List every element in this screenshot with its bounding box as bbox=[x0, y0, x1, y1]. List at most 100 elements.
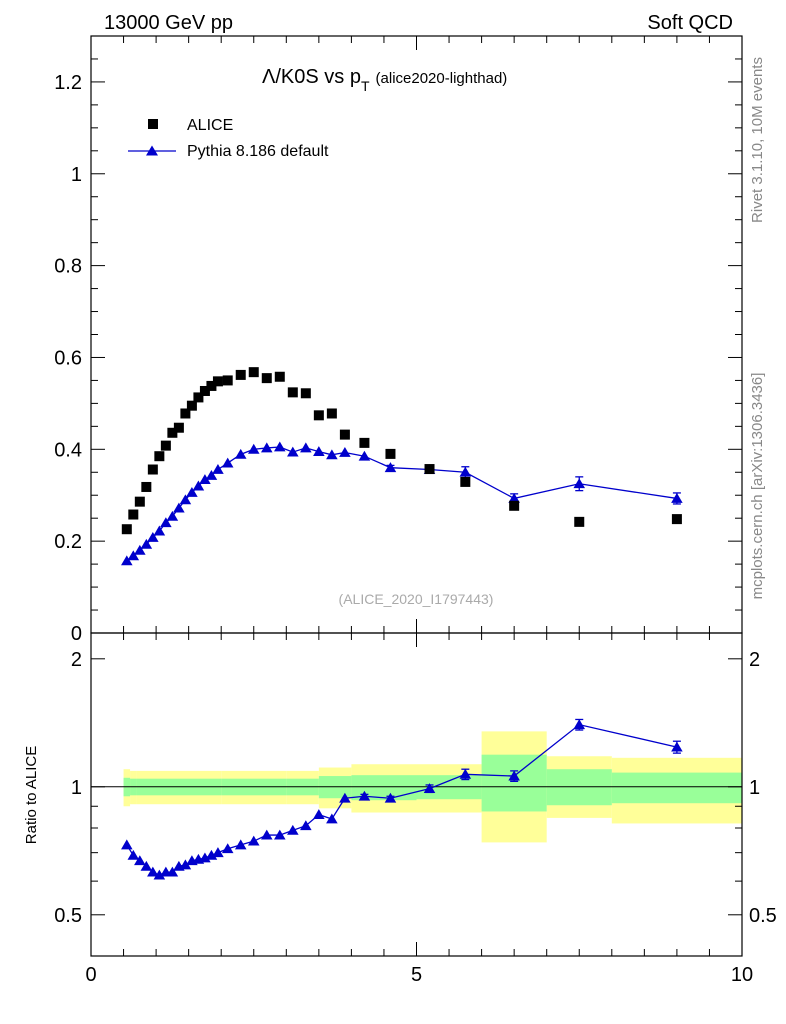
chart-title: Λ/K0S vs pT (alice2020-lighthad) bbox=[262, 66, 507, 94]
ratio-band-inner bbox=[611, 772, 742, 804]
ratio-y-tick-label-right: 1 bbox=[749, 777, 760, 799]
pythia-point bbox=[260, 442, 273, 453]
legend-alice-label: ALICE bbox=[187, 117, 233, 134]
alice-point bbox=[154, 451, 165, 462]
ratio-band-inner bbox=[481, 754, 547, 812]
main-y-tick-label: 0.2 bbox=[54, 531, 82, 553]
analysis-id-label: (ALICE_2020_I1797443) bbox=[339, 591, 494, 607]
alice-point bbox=[206, 380, 217, 391]
alice-point bbox=[460, 476, 471, 487]
legend: ALICE Pythia 8.186 default bbox=[128, 117, 329, 160]
alice-point bbox=[141, 481, 152, 492]
alice-point bbox=[313, 410, 324, 421]
pythia-series-line bbox=[126, 446, 677, 562]
alice-point bbox=[193, 392, 204, 403]
main-y-tick-label: 0.8 bbox=[54, 256, 82, 278]
ratio-point bbox=[121, 839, 133, 850]
alice-point bbox=[128, 509, 139, 520]
alice-point bbox=[186, 400, 197, 411]
main-axis-ticks: 0 0.2 0.4 0.6 0.8 1 1.2 bbox=[54, 35, 743, 645]
main-y-tick-label: 0.4 bbox=[54, 439, 82, 461]
alice-point bbox=[212, 376, 223, 387]
ratio-point bbox=[221, 843, 234, 854]
pythia-point bbox=[339, 447, 351, 457]
ratio-point bbox=[384, 792, 397, 803]
pythia-point bbox=[127, 550, 140, 561]
alice-point bbox=[121, 524, 132, 535]
ratio-plot-marks bbox=[91, 718, 742, 880]
pythia-point bbox=[121, 555, 133, 566]
chart-title-main: Λ/K0S vs p bbox=[262, 66, 361, 88]
pythia-point bbox=[160, 517, 172, 528]
pythia-point bbox=[153, 525, 166, 536]
header-collision-label: 13000 GeV pp bbox=[104, 12, 233, 34]
ratio-y-tick-label-right: 2 bbox=[749, 649, 760, 671]
pythia-point bbox=[166, 510, 179, 521]
ratio-point bbox=[287, 824, 299, 835]
ratio-point bbox=[247, 835, 260, 846]
main-y-tick-label: 0 bbox=[71, 623, 82, 645]
ratio-point bbox=[274, 829, 286, 840]
ratio-point bbox=[134, 855, 146, 866]
ratio-point bbox=[358, 790, 371, 801]
pythia-point bbox=[508, 492, 520, 503]
ratio-y-tick-label-right: 0.5 bbox=[749, 905, 777, 927]
mcplots-label: mcplots.cern.ch [arXiv:1306.3436] bbox=[749, 373, 766, 600]
ratio-ylabel: Ratio to ALICE bbox=[23, 746, 40, 844]
alice-point bbox=[199, 385, 210, 396]
pythia-point bbox=[221, 457, 234, 468]
pythia-point bbox=[459, 466, 472, 477]
ratio-panel: 0.5 0.5 1 1 2 2 Ratio to ALICE bbox=[23, 632, 777, 957]
ratio-y-tick-label: 1 bbox=[71, 777, 82, 799]
pythia-point bbox=[179, 494, 192, 505]
ratio-point bbox=[459, 768, 472, 779]
ratio-axis-ticks: 0.5 0.5 1 1 2 2 bbox=[54, 633, 777, 956]
ratio-point bbox=[423, 783, 436, 794]
alice-point bbox=[326, 408, 337, 419]
alice-point bbox=[359, 437, 370, 448]
legend-pythia-marker bbox=[146, 145, 158, 156]
main-y-tick-label: 1.2 bbox=[54, 72, 82, 94]
ratio-point bbox=[573, 719, 586, 730]
pythia-point bbox=[140, 538, 153, 549]
ratio-y-tick-label: 2 bbox=[71, 649, 82, 671]
pythia-point bbox=[212, 464, 224, 474]
pythia-point bbox=[287, 446, 299, 457]
pythia-point bbox=[199, 474, 211, 485]
pythia-point bbox=[247, 443, 260, 454]
ratio-point bbox=[199, 852, 211, 863]
alice-point bbox=[385, 448, 396, 459]
alice-point bbox=[287, 387, 298, 398]
ratio-point bbox=[234, 839, 247, 850]
ratio-point bbox=[212, 847, 224, 858]
x-axis-tick-labels: 0 5 10 bbox=[85, 964, 753, 986]
alice-point bbox=[160, 440, 171, 451]
rivet-version-label: Rivet 3.1.10, 10M events bbox=[749, 57, 766, 223]
pythia-point bbox=[358, 450, 371, 461]
alice-point bbox=[574, 516, 585, 527]
pythia-point bbox=[313, 446, 325, 457]
ratio-point bbox=[300, 820, 312, 831]
ratio-point bbox=[153, 869, 166, 880]
ratio-point bbox=[313, 809, 325, 820]
x-tick-label: 0 bbox=[85, 964, 96, 986]
main-plot-marks bbox=[121, 367, 683, 566]
ratio-point bbox=[166, 866, 179, 877]
alice-point bbox=[222, 375, 233, 386]
ratio-point bbox=[205, 849, 218, 860]
ratio-y-tick-label: 0.5 bbox=[54, 905, 82, 927]
alice-point bbox=[134, 496, 145, 507]
alice-point bbox=[424, 464, 435, 475]
chart-title-subscript: T bbox=[361, 78, 370, 94]
pythia-point bbox=[147, 531, 159, 542]
alice-point bbox=[509, 500, 520, 511]
alice-point bbox=[339, 429, 350, 440]
pythia-point bbox=[573, 478, 586, 489]
x-tick-label: 10 bbox=[731, 964, 753, 986]
pythia-point bbox=[186, 486, 198, 497]
alice-point bbox=[147, 464, 158, 475]
ratio-point bbox=[140, 860, 153, 871]
ratio-point bbox=[671, 741, 683, 752]
alice-point bbox=[261, 373, 272, 384]
